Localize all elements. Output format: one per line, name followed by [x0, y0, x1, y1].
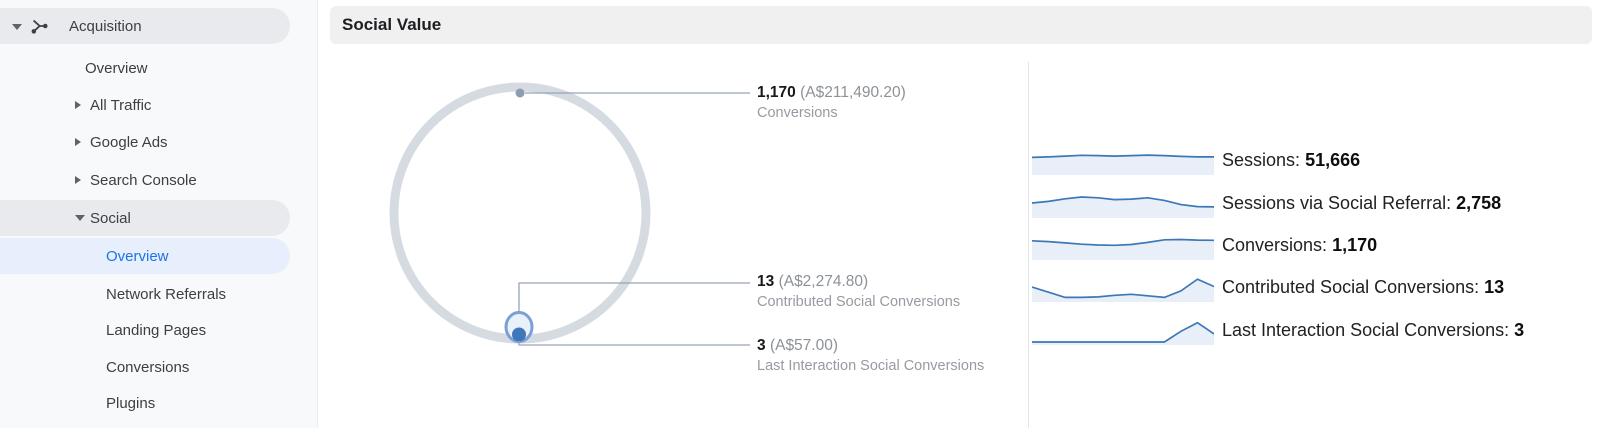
callout-label: Contributed Social Conversions — [757, 294, 961, 310]
caret-right-icon[interactable] — [75, 101, 81, 109]
sidebar-item-label: Overview — [85, 59, 148, 77]
callout-last-interaction: 3 (A$57.00) Last Interaction Social Conv… — [757, 336, 984, 376]
sessions-sparkline — [1032, 154, 1214, 175]
sessions-via-social-sparkline — [1032, 196, 1214, 218]
caret-right-icon[interactable] — [75, 176, 81, 184]
sidebar-item-acquisition[interactable]: Acquisition — [0, 8, 290, 44]
metric-value: 13 — [1484, 277, 1505, 297]
metric-label: Last Interaction Social Conversions: — [1222, 320, 1510, 340]
page-title: Social Value — [342, 15, 442, 34]
sidebar-item-label: Google Ads — [90, 133, 168, 151]
metric-value: 1,170 — [1332, 235, 1378, 255]
contributed-social-sparkline — [1032, 278, 1214, 302]
conversions-anchor-dot — [515, 88, 525, 98]
metric-value: 3 — [1514, 320, 1525, 340]
metric-value: 51,666 — [1305, 150, 1361, 170]
sidebar: Acquisition Overview All Traffic Google … — [0, 0, 318, 428]
sidebar-item-label: Search Console — [90, 171, 197, 189]
callout-value: 1,170 — [757, 84, 796, 101]
metric-sessions: Sessions: 51,666 — [1222, 145, 1360, 175]
sidebar-item-label: Landing Pages — [106, 321, 207, 339]
callout-value: 13 — [757, 273, 775, 290]
caret-down-icon[interactable] — [12, 24, 22, 30]
caret-right-icon[interactable] — [75, 138, 81, 146]
sidebar-item-label: Overview — [106, 247, 169, 265]
metric-label: Sessions via Social Referral: — [1222, 193, 1452, 213]
callout-label: Last Interaction Social Conversions — [757, 358, 985, 374]
metric-sessions-via-social: Sessions via Social Referral: 2,758 — [1222, 188, 1501, 218]
sidebar-item-social[interactable]: Social — [0, 200, 290, 236]
panel-divider — [1028, 62, 1029, 428]
acquisition-network-icon — [30, 17, 48, 39]
conversions-ring — [389, 82, 651, 344]
section-header-social-value: Social Value — [330, 6, 1592, 44]
sidebar-item-label: All Traffic — [90, 96, 152, 114]
connector-line — [518, 282, 750, 312]
sidebar-item-label: Network Referrals — [106, 285, 227, 303]
metric-conversions: Conversions: 1,170 — [1222, 230, 1377, 260]
conversions-sparkline — [1032, 238, 1214, 260]
last-interaction-dot — [512, 327, 526, 342]
sidebar-item-label: Acquisition — [69, 17, 142, 35]
sidebar-item-label: Social — [90, 209, 131, 227]
sidebar-item-label: Plugins — [106, 394, 156, 412]
callout-conversions: 1,170 (A$211,490.20) Conversions — [757, 83, 906, 123]
caret-down-icon[interactable] — [75, 215, 85, 221]
callout-contributed-social: 13 (A$2,274.80) Contributed Social Conve… — [757, 272, 960, 312]
connector-line — [518, 341, 750, 346]
callout-amount: (A$2,274.80) — [778, 273, 869, 290]
last-interaction-sparkline — [1032, 321, 1214, 345]
metric-last-interaction: Last Interaction Social Conversions: 3 — [1222, 315, 1524, 345]
metric-label: Conversions: — [1222, 235, 1328, 255]
metric-label: Sessions: — [1222, 150, 1301, 170]
social-value-bubble-chart — [389, 82, 750, 346]
metric-label: Contributed Social Conversions: — [1222, 277, 1480, 297]
callout-amount: (A$211,490.20) — [800, 84, 906, 101]
sidebar-item-label: Conversions — [106, 358, 190, 376]
metric-contributed-social: Contributed Social Conversions: 13 — [1222, 272, 1504, 302]
callout-amount: (A$57.00) — [769, 337, 839, 354]
callout-value: 3 — [757, 337, 766, 354]
callout-label: Conversions — [757, 105, 838, 121]
metric-value: 2,758 — [1456, 193, 1502, 213]
sidebar-item-social-overview[interactable]: Overview — [0, 238, 290, 274]
